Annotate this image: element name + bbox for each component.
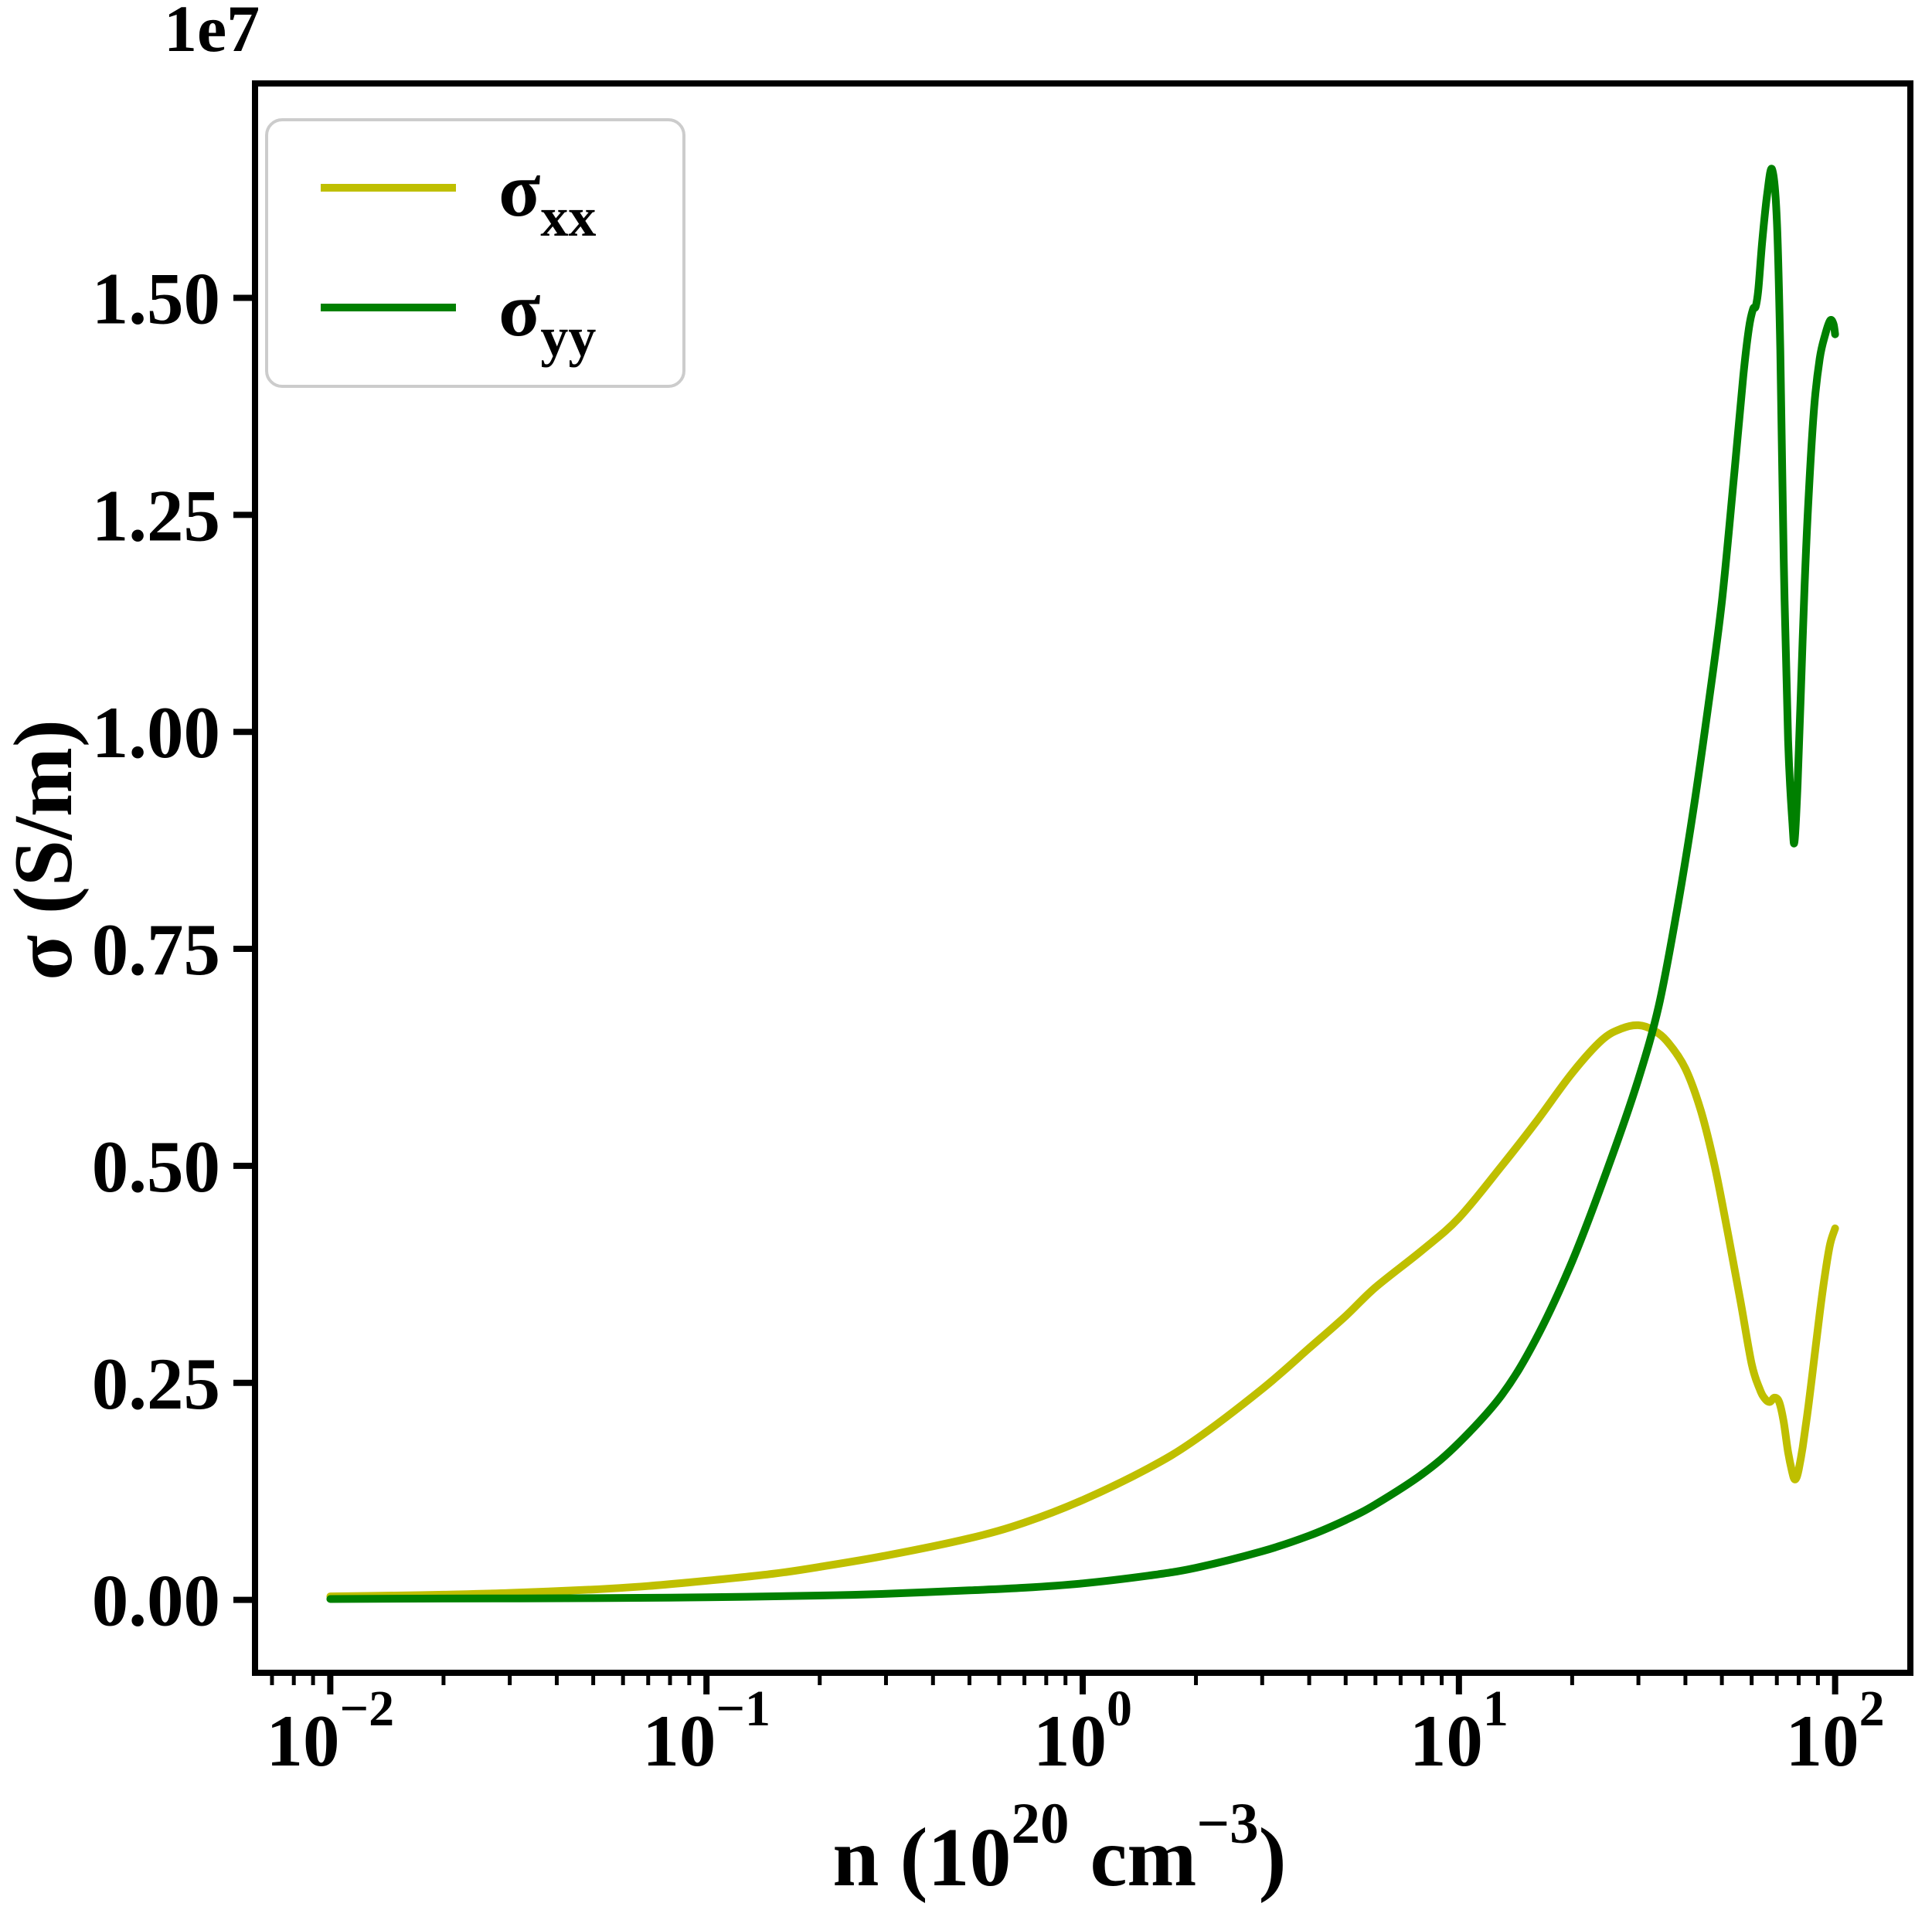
legend-label-sigma_xx: σxx (498, 147, 596, 248)
y-tick-label: 0.75 (92, 909, 220, 991)
x-tick-label: 102 (1786, 1681, 1885, 1782)
y-tick-label: 1.00 (92, 692, 220, 773)
y-tick-label: 0.50 (92, 1126, 220, 1208)
y-tick-label: 1.25 (92, 474, 220, 556)
x-tick-label: 100 (1033, 1681, 1132, 1782)
x-axis-label: n (1020 cm−3) (832, 1792, 1286, 1904)
x-tick-label: 101 (1410, 1681, 1509, 1782)
y-tick-label: 0.00 (92, 1560, 220, 1642)
series-line-sigma_yy (326, 165, 1839, 1603)
axes-frame (252, 80, 1913, 1676)
y-tick-label: 1.50 (92, 257, 220, 339)
y-axis-label: σ (S/m) (0, 719, 90, 980)
series-line-sigma_xx (326, 1021, 1839, 1601)
legend-box (265, 118, 685, 388)
y-axis-offset-text: 1e7 (164, 0, 260, 66)
y-tick-label: 0.25 (92, 1343, 220, 1425)
x-tick-label: 10−2 (267, 1681, 395, 1782)
x-tick-label: 10−1 (642, 1681, 770, 1782)
legend-label-sigma_yy: σyy (498, 267, 596, 368)
